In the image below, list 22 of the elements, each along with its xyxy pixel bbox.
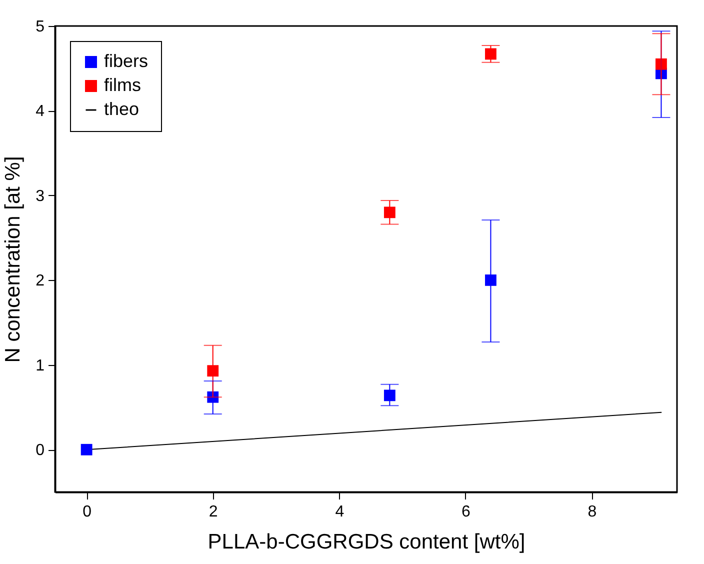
x-axis-title: PLLA-b-CGGRGDS content [wt%] bbox=[208, 530, 526, 554]
point bbox=[384, 390, 396, 402]
y-tick-label: 1 bbox=[36, 357, 45, 374]
point bbox=[384, 206, 396, 218]
y-tick-label: 0 bbox=[36, 442, 45, 460]
point bbox=[80, 444, 92, 456]
y-tick-label: 5 bbox=[36, 18, 45, 36]
legend-label: theo bbox=[104, 99, 140, 119]
point bbox=[207, 365, 219, 377]
x-tick-label: 6 bbox=[462, 504, 471, 520]
y-tick-label: 4 bbox=[36, 103, 45, 120]
x-tick-label: 8 bbox=[588, 504, 597, 520]
x-tick-label: 2 bbox=[208, 504, 218, 520]
y-tick-label: 3 bbox=[36, 188, 45, 205]
legend-label: fibers bbox=[104, 51, 148, 71]
y-tick-label: 2 bbox=[36, 272, 45, 290]
y-axis-title: N concentration [at %] bbox=[2, 156, 25, 363]
legend-label: films bbox=[104, 75, 141, 95]
x-tick-label: 4 bbox=[335, 504, 344, 520]
x-tick-label: 0 bbox=[82, 504, 92, 520]
point bbox=[656, 58, 667, 70]
point bbox=[485, 274, 496, 286]
